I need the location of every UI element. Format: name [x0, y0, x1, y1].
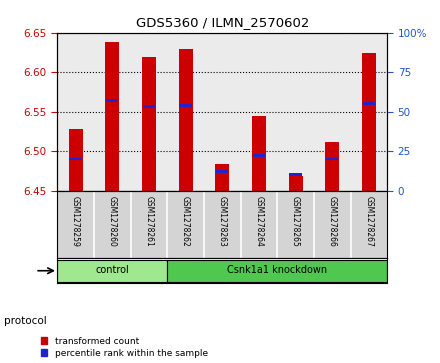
Text: control: control [95, 265, 129, 275]
Bar [253, 154, 265, 157]
Bar [179, 49, 193, 191]
Bar [363, 102, 375, 105]
Bar [69, 129, 83, 191]
Title: GDS5360 / ILMN_2570602: GDS5360 / ILMN_2570602 [136, 16, 309, 29]
Text: GSM1278263: GSM1278263 [218, 196, 227, 247]
Bar [215, 164, 229, 191]
Bar [105, 42, 119, 191]
Text: GSM1278261: GSM1278261 [144, 196, 154, 247]
Bar [289, 174, 302, 176]
Text: GSM1278264: GSM1278264 [254, 196, 264, 247]
FancyBboxPatch shape [167, 260, 387, 282]
Legend: transformed count, percentile rank within the sample: transformed count, percentile rank withi… [40, 336, 209, 359]
Bar [252, 115, 266, 191]
Bar [106, 99, 118, 102]
Bar [326, 158, 338, 160]
Bar [216, 170, 228, 173]
FancyBboxPatch shape [57, 260, 167, 282]
Bar [362, 53, 376, 191]
Text: GSM1278265: GSM1278265 [291, 196, 300, 247]
Bar [289, 176, 303, 191]
Bar [179, 104, 192, 107]
Text: GSM1278260: GSM1278260 [108, 196, 117, 247]
Bar [142, 57, 156, 191]
Text: GSM1278267: GSM1278267 [364, 196, 374, 247]
Bar [143, 106, 155, 108]
Text: GSM1278262: GSM1278262 [181, 196, 190, 247]
Bar [69, 158, 82, 160]
Text: GSM1278266: GSM1278266 [328, 196, 337, 247]
Bar [325, 142, 339, 191]
Text: GSM1278259: GSM1278259 [71, 196, 80, 247]
Text: protocol: protocol [4, 316, 47, 326]
Text: Csnk1a1 knockdown: Csnk1a1 knockdown [227, 265, 327, 275]
